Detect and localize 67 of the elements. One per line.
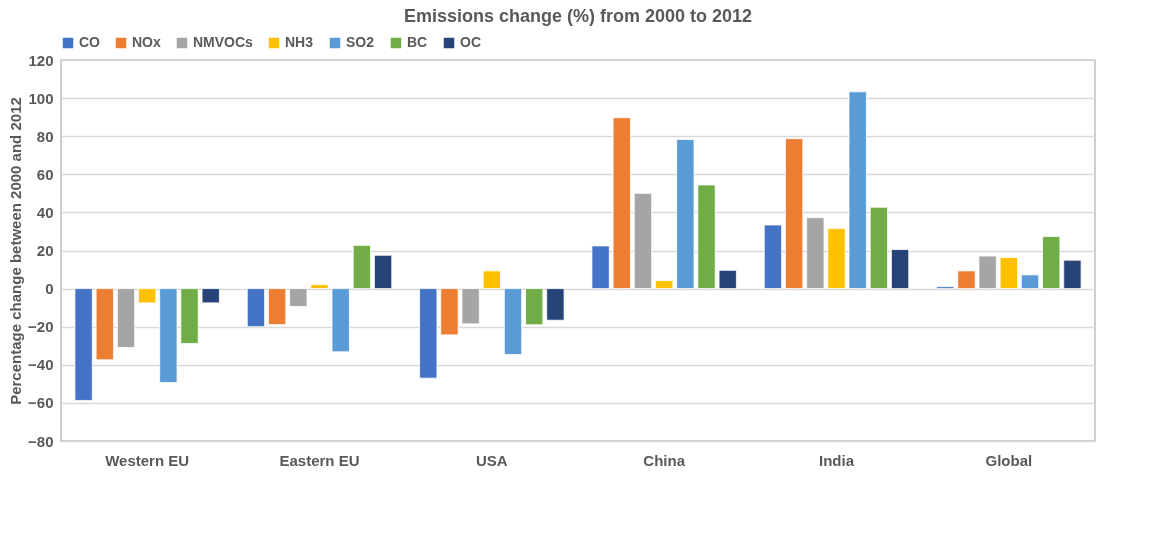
legend-label: OC <box>460 34 481 50</box>
bar <box>180 288 199 344</box>
bar <box>869 206 888 289</box>
bar <box>159 288 178 383</box>
y-tick-label: −20 <box>28 318 54 336</box>
bar <box>763 224 783 289</box>
legend-label: NMVOCs <box>193 34 254 50</box>
bar <box>352 244 371 289</box>
y-tick-label: 120 <box>28 51 54 69</box>
bar <box>1042 236 1061 289</box>
bar <box>116 288 136 348</box>
x-tick-label: USA <box>476 451 508 469</box>
bar <box>785 138 804 289</box>
bar <box>546 288 565 321</box>
bar <box>138 288 157 304</box>
bar <box>74 288 93 401</box>
bar <box>633 192 653 289</box>
bar <box>848 91 867 289</box>
bar <box>310 284 329 289</box>
chart-title: Emissions change (%) from 2000 to 2012 <box>403 6 753 26</box>
legend-label: CO <box>79 34 101 50</box>
x-tick-label: Eastern EU <box>279 451 360 469</box>
bar <box>440 288 459 336</box>
legend-label: NOx <box>132 34 161 50</box>
bar <box>827 228 846 289</box>
bar <box>978 255 997 289</box>
bar <box>999 257 1018 289</box>
bar <box>419 288 438 379</box>
bar <box>525 288 544 326</box>
y-tick-label: 0 <box>45 280 54 298</box>
bar <box>201 288 220 304</box>
bar <box>1063 259 1082 289</box>
bar <box>806 217 825 289</box>
y-tick-label: −40 <box>28 356 54 374</box>
y-tick-label: −80 <box>28 432 54 450</box>
y-tick-label: 40 <box>36 203 54 221</box>
x-tick-label: Global <box>985 451 1033 469</box>
bar <box>957 270 976 289</box>
bar <box>373 254 393 289</box>
y-axis-title: Percentage change between 2000 and 2012 <box>7 97 25 405</box>
bar <box>482 270 501 289</box>
legend-label: NH3 <box>285 34 314 50</box>
bar <box>503 288 523 355</box>
bar <box>890 249 910 289</box>
bar <box>331 288 350 353</box>
bar <box>612 117 631 289</box>
y-tick-label: 60 <box>36 165 54 183</box>
bar <box>697 184 716 289</box>
x-tick-label: China <box>643 451 686 469</box>
x-tick-label: India <box>818 451 855 469</box>
bar <box>676 139 695 289</box>
bar <box>655 280 674 289</box>
bar <box>246 288 266 328</box>
bar <box>95 288 114 361</box>
bar <box>718 269 737 289</box>
legend-label: SO2 <box>346 34 375 50</box>
y-tick-label: 100 <box>28 89 54 107</box>
y-tick-label: 80 <box>36 127 54 145</box>
bar <box>461 288 480 325</box>
x-tick-label: Western EU <box>105 451 190 469</box>
bar <box>268 288 287 325</box>
legend-label: BC <box>407 34 428 50</box>
bar <box>591 245 610 289</box>
bar <box>289 288 308 307</box>
bar <box>1020 274 1040 289</box>
y-tick-label: 20 <box>36 242 54 259</box>
y-tick-label: −60 <box>28 394 54 412</box>
